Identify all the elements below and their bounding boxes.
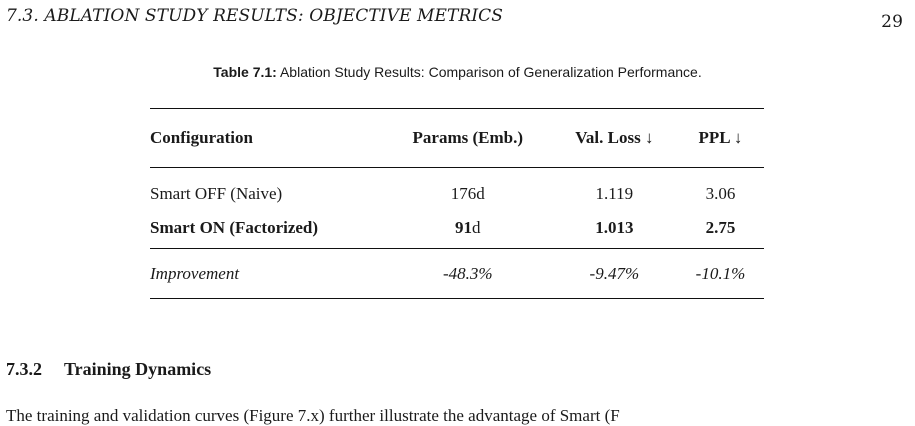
cell-improvement-params: -48.3% xyxy=(442,263,493,283)
cell-params-unit: d xyxy=(472,218,481,238)
cell-params-number: 91 xyxy=(455,218,472,238)
cell-configuration: Smart ON (Factorized) xyxy=(150,218,319,238)
cell-improvement-ppl: -10.1% xyxy=(695,263,746,283)
section-number: 7.3.2 xyxy=(6,359,42,379)
cell-params: 91d xyxy=(384,209,552,249)
page-number: 29 xyxy=(881,12,903,32)
cell-ppl: 3.06 xyxy=(705,183,736,203)
table-caption: Table 7.1: Ablation Study Results: Compa… xyxy=(0,64,915,80)
body-paragraph: The training and validation curves (Figu… xyxy=(6,406,620,425)
table-row-smart-on: Smart ON (Factorized) 91d 1.013 2.75 xyxy=(150,209,764,249)
cell-ppl: 2.75 xyxy=(705,218,736,238)
cell-configuration: Smart OFF (Naive) xyxy=(150,183,283,203)
table-caption-label: Table 7.1: xyxy=(213,64,277,80)
section-heading: 7.3.2 Training Dynamics xyxy=(6,359,211,380)
table-header-row: Configuration Params (Emb.) Val. Loss ↓ … xyxy=(150,108,764,168)
cell-params-unit: d xyxy=(476,183,485,203)
ablation-results-table: Configuration Params (Emb.) Val. Loss ↓ … xyxy=(150,108,764,299)
section-title: Training Dynamics xyxy=(64,359,212,379)
column-header-params: Params (Emb.) xyxy=(412,128,523,147)
column-header-ppl: PPL ↓ xyxy=(698,128,743,147)
table-caption-text: Ablation Study Results: Comparison of Ge… xyxy=(279,64,702,80)
running-header: 7.3. ABLATION STUDY RESULTS: OBJECTIVE M… xyxy=(6,6,909,32)
cell-params: 176d xyxy=(384,168,552,209)
table-row-smart-off: Smart OFF (Naive) 176d 1.119 3.06 xyxy=(150,167,764,209)
results-table-container: Configuration Params (Emb.) Val. Loss ↓ … xyxy=(150,108,764,299)
cell-params-number: 176 xyxy=(450,183,477,203)
cell-improvement-val-loss: -9.47% xyxy=(589,263,640,283)
table-row-improvement: Improvement -48.3% -9.47% -10.1% xyxy=(150,248,764,299)
cell-improvement-label: Improvement xyxy=(150,263,240,283)
column-header-val-loss: Val. Loss ↓ xyxy=(575,128,654,147)
cell-val-loss: 1.119 xyxy=(595,183,634,203)
running-title: 7.3. ABLATION STUDY RESULTS: OBJECTIVE M… xyxy=(6,6,504,26)
cell-val-loss: 1.013 xyxy=(595,218,634,238)
column-header-configuration: Configuration xyxy=(150,128,253,147)
